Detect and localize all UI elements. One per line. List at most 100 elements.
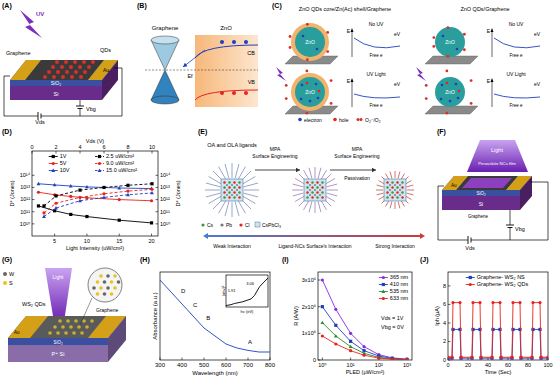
ligand bbox=[407, 190, 414, 191]
oxygen bbox=[463, 33, 466, 36]
energy-axis bbox=[352, 31, 353, 57]
axis-label: Absorbance (a.u.) bbox=[152, 292, 158, 340]
tick-label: 10 bbox=[84, 238, 90, 244]
annotation: A bbox=[248, 339, 252, 345]
ligand bbox=[395, 171, 396, 178]
point bbox=[511, 328, 514, 331]
label: WS₂ QDs bbox=[22, 301, 46, 307]
annotation: D bbox=[181, 288, 186, 294]
atom bbox=[233, 186, 235, 188]
legend-marker bbox=[382, 297, 385, 300]
point bbox=[150, 221, 153, 224]
legend-label: 535 nm bbox=[390, 288, 409, 294]
wire bbox=[4, 76, 10, 77]
label: Ef bbox=[187, 73, 193, 79]
oxygen bbox=[289, 46, 292, 49]
point bbox=[54, 194, 57, 197]
nanocrystal bbox=[221, 179, 243, 201]
ligand bbox=[238, 200, 246, 213]
legend-oxygen bbox=[360, 118, 363, 121]
atom bbox=[396, 196, 398, 198]
ligand bbox=[390, 202, 392, 209]
oxide-front bbox=[442, 190, 520, 196]
point bbox=[471, 301, 474, 304]
point bbox=[102, 192, 105, 195]
ligand bbox=[292, 190, 303, 191]
arrow-head bbox=[296, 168, 300, 172]
point bbox=[478, 301, 481, 304]
tick bbox=[80, 151, 81, 154]
atom bbox=[399, 194, 401, 196]
battery bbox=[76, 106, 84, 107]
ligand bbox=[327, 184, 338, 187]
tick-label: 600 bbox=[221, 362, 232, 368]
energy-axis bbox=[352, 81, 353, 107]
legend-atom bbox=[201, 223, 204, 226]
label: Free e bbox=[509, 53, 523, 58]
annotation: C bbox=[193, 302, 198, 308]
zno-region bbox=[195, 35, 258, 107]
legend-label: Graphene- WS₂ QDs bbox=[477, 281, 529, 287]
axis-label: Wavelength (nm) bbox=[192, 370, 237, 376]
quantum-dot bbox=[53, 325, 57, 329]
chart: 300400500600700800Wavelength (nm)Absorba… bbox=[152, 272, 276, 376]
legend-label: 9.0 uW/cm² bbox=[106, 160, 134, 166]
tick-label: 10¹⁴ bbox=[20, 172, 31, 178]
tick-label: 80 bbox=[525, 362, 531, 368]
atom bbox=[316, 181, 318, 183]
interaction-arrow bbox=[207, 235, 421, 237]
tick-label: 10¹⁰ bbox=[160, 221, 171, 227]
electron bbox=[302, 35, 305, 38]
ligand bbox=[405, 181, 411, 185]
chart: 10⁰10¹10²10³01x10⁶2x10⁶3x10⁶PLED (μW/cm²… bbox=[293, 272, 412, 375]
point bbox=[321, 334, 324, 337]
series-line bbox=[44, 184, 152, 206]
ligand bbox=[327, 190, 338, 191]
atom bbox=[113, 274, 117, 278]
quantum-dot bbox=[61, 325, 65, 329]
point bbox=[362, 345, 365, 348]
label: Perovskite NCs film bbox=[478, 161, 516, 166]
label: Ligand-NCs Surface's Interaction bbox=[278, 243, 351, 249]
label: SiO₂ bbox=[476, 191, 486, 196]
atom bbox=[106, 274, 110, 278]
atom bbox=[386, 181, 388, 183]
atom bbox=[110, 292, 114, 296]
tick bbox=[226, 358, 227, 361]
tick bbox=[32, 187, 35, 188]
tick-label: 10¹³ bbox=[20, 184, 30, 190]
legend-marker bbox=[52, 162, 55, 165]
legend-label: 1V bbox=[60, 153, 67, 159]
tick bbox=[32, 199, 35, 200]
point bbox=[538, 301, 541, 304]
point bbox=[491, 301, 494, 304]
point bbox=[405, 358, 409, 360]
electrode bbox=[8, 316, 48, 338]
quantum-dot bbox=[56, 331, 60, 335]
ligand bbox=[209, 196, 222, 204]
point bbox=[531, 301, 534, 304]
ligand bbox=[293, 184, 304, 187]
oxygen bbox=[445, 70, 448, 73]
panel-label: (B) bbox=[137, 2, 147, 10]
atom bbox=[228, 186, 230, 188]
ligand bbox=[244, 183, 258, 187]
label: Graphene bbox=[468, 214, 489, 219]
tick bbox=[322, 358, 323, 361]
point bbox=[126, 189, 129, 192]
atom bbox=[233, 196, 235, 198]
quantum-dot bbox=[72, 331, 76, 335]
atom bbox=[321, 186, 323, 188]
label: electron bbox=[304, 117, 322, 123]
ligand bbox=[232, 163, 233, 178]
arrow-head bbox=[203, 233, 208, 239]
point bbox=[448, 357, 450, 360]
tick-label: 10¹² bbox=[160, 196, 170, 202]
point bbox=[320, 321, 324, 324]
hole bbox=[318, 90, 321, 93]
legend-label: 2.5 uW/cm² bbox=[106, 153, 134, 159]
tick bbox=[156, 187, 159, 188]
tick bbox=[448, 285, 451, 286]
shell bbox=[291, 23, 329, 61]
atom bbox=[306, 186, 308, 188]
